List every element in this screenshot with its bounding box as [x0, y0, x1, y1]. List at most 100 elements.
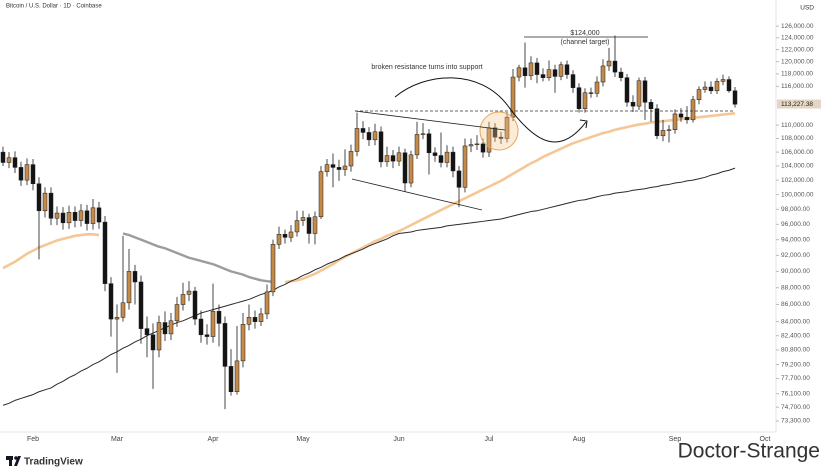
candle-body — [624, 77, 630, 103]
y-tick-label: 73,300.00 — [781, 418, 810, 425]
y-tick-label: 108,000.00 — [781, 135, 814, 142]
logo: TradingView — [6, 456, 83, 468]
y-tick-label: 102,000.00 — [781, 177, 814, 184]
candle-body — [144, 328, 150, 336]
candle-body — [270, 244, 276, 293]
candle-body — [672, 113, 678, 131]
candle-body — [648, 102, 654, 109]
candle-body — [204, 334, 210, 337]
currency-label: USD — [800, 5, 814, 12]
logo-text: TradingView — [24, 457, 83, 468]
last-price-box — [777, 99, 821, 109]
moving-average — [2, 167, 736, 406]
drawings: broken resistance turns into support $12… — [351, 30, 735, 211]
candle-body — [222, 323, 228, 367]
candle-body — [60, 212, 66, 224]
candle-body — [240, 324, 246, 362]
candle-body — [504, 116, 510, 139]
moving-average — [122, 232, 274, 284]
candle-body — [546, 69, 552, 78]
candle-body — [720, 79, 726, 82]
annotation: $124,000 — [570, 30, 599, 37]
candle-body — [228, 366, 234, 392]
candle-body — [468, 144, 474, 147]
candle-body — [612, 60, 618, 73]
candle-body — [516, 67, 522, 78]
candle-body — [654, 108, 660, 137]
candle-body — [450, 151, 456, 172]
candle-body — [66, 212, 72, 224]
candle-body — [6, 157, 12, 163]
candle-body — [396, 152, 402, 162]
y-tick-label: 86,000.00 — [781, 301, 810, 308]
y-tick-label: 77,700.00 — [781, 375, 810, 382]
y-tick-label: 106,000.00 — [781, 149, 814, 156]
candle-body — [174, 304, 180, 322]
y-tick-label: 88,000.00 — [781, 284, 810, 291]
candle-body — [90, 207, 96, 224]
candle-body — [48, 192, 54, 219]
x-tick-label: Aug — [573, 436, 586, 443]
resistance-line — [354, 110, 506, 131]
candle-body — [378, 131, 384, 163]
candle-body — [576, 87, 582, 109]
candle-body — [210, 311, 216, 337]
candle-body — [660, 130, 666, 137]
x-tick-label: Sep — [669, 436, 682, 443]
arrow-head — [579, 119, 588, 129]
y-tick-label: 122,000.00 — [781, 46, 814, 53]
candle-body — [192, 290, 198, 320]
y-tick-label: 74,700.00 — [781, 404, 810, 411]
candle-body — [384, 155, 390, 163]
candle-body — [246, 317, 252, 325]
y-tick-label: 100,000.00 — [781, 191, 814, 198]
candle-body — [582, 92, 588, 109]
candle-body — [282, 234, 288, 238]
candle-body — [276, 234, 282, 245]
candle-body — [606, 60, 612, 67]
candle-body — [54, 212, 60, 219]
candle-body — [108, 283, 114, 320]
candle-body — [354, 128, 360, 152]
candle-body — [540, 74, 546, 78]
curved-arrow — [394, 77, 587, 143]
candle-body — [462, 145, 468, 188]
candle-body — [492, 127, 498, 138]
candle-body — [126, 271, 132, 304]
candle-body — [456, 170, 462, 188]
candle-body — [180, 294, 186, 305]
candle-body — [714, 81, 720, 92]
candle-body — [312, 216, 318, 234]
candle-body — [42, 192, 48, 212]
candle-body — [186, 290, 192, 295]
candle-body — [702, 86, 708, 90]
y-tick-label: 79,200.00 — [781, 361, 810, 368]
candle-body — [414, 134, 420, 156]
y-tick-label: 110,000.00 — [781, 122, 813, 129]
candle-body — [132, 271, 138, 283]
y-tick-label: 126,000.00 — [781, 23, 814, 30]
candle-body — [420, 133, 426, 135]
candle-body — [510, 76, 516, 118]
x-tick-label: Jun — [393, 436, 404, 443]
candle-body — [522, 67, 528, 77]
x-tick-label: Apr — [208, 436, 220, 443]
candle-body — [366, 132, 372, 141]
candle-body — [288, 231, 294, 238]
candle-body — [114, 317, 120, 320]
y-tick-label: 84,000.00 — [781, 318, 810, 325]
candle-body — [336, 167, 342, 170]
candle-body — [480, 143, 486, 153]
logo-mark — [9, 456, 12, 466]
y-tick-label: 104,000.00 — [781, 163, 814, 170]
candle-body — [198, 318, 204, 336]
x-tick-label: Feb — [27, 436, 39, 443]
chart-title: Bitcoin / U.S. Dollar · 1D · Coinbase — [6, 4, 102, 10]
y-tick-label: 82,400.00 — [781, 332, 810, 339]
candle-body — [666, 129, 672, 131]
y-tick-label: 80,800.00 — [781, 347, 810, 354]
candle-body — [390, 155, 396, 162]
support-line — [351, 178, 483, 211]
candle-body — [84, 210, 90, 224]
